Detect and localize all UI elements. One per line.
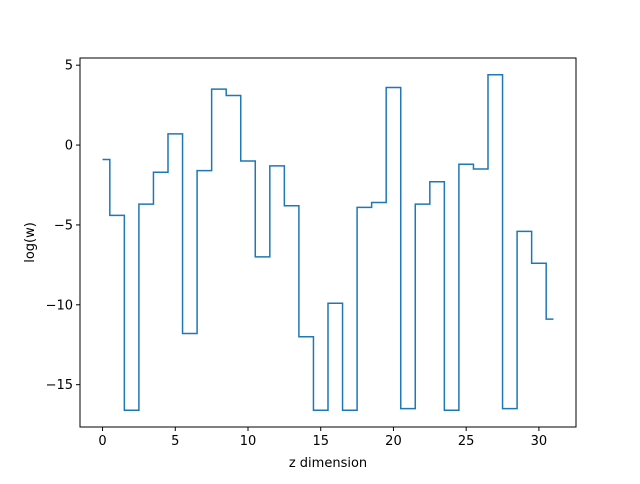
plot-area-frame (79, 57, 577, 428)
y-tick-label: 5 (65, 59, 73, 74)
y-axis-label: log(w) (23, 222, 38, 263)
x-tick-label: 10 (240, 434, 257, 449)
y-tick-label: 0 (65, 139, 73, 154)
x-tick-label: 15 (312, 434, 329, 449)
y-tick-label: −15 (46, 378, 73, 393)
series-step-line (102, 74, 554, 411)
x-tick-label: 30 (531, 434, 548, 449)
x-tick-label: 25 (458, 434, 475, 449)
y-tick-label: −10 (46, 298, 73, 313)
y-tick-label: −5 (54, 218, 73, 233)
x-axis-label: z dimension (289, 456, 367, 471)
x-tick-label: 0 (98, 434, 106, 449)
x-tick-label: 5 (171, 434, 179, 449)
x-tick-label: 20 (385, 434, 402, 449)
